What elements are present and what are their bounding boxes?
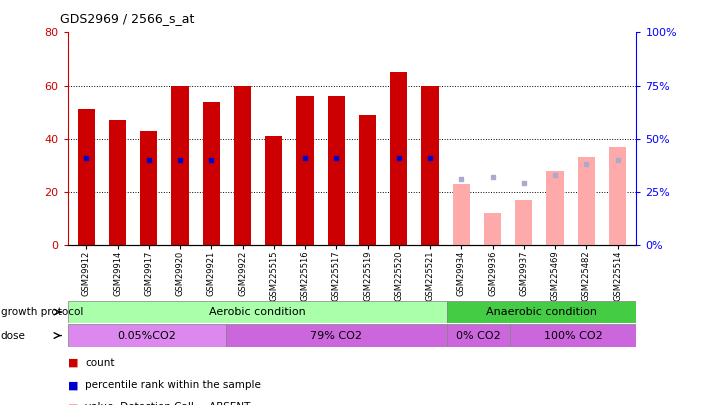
Bar <box>140 131 157 245</box>
Bar <box>484 213 501 245</box>
Bar <box>609 147 626 245</box>
Bar <box>68 324 225 347</box>
Bar <box>547 171 564 245</box>
Bar <box>328 96 345 245</box>
Text: ■: ■ <box>68 403 78 405</box>
Text: GDS2969 / 2566_s_at: GDS2969 / 2566_s_at <box>60 12 195 25</box>
Bar <box>390 72 407 245</box>
Text: value, Detection Call = ABSENT: value, Detection Call = ABSENT <box>85 403 251 405</box>
Bar <box>515 200 533 245</box>
Bar <box>203 102 220 245</box>
Text: 0.05%CO2: 0.05%CO2 <box>117 330 176 341</box>
Text: ■: ■ <box>68 358 78 368</box>
Bar <box>422 85 439 245</box>
Bar <box>578 157 595 245</box>
Bar <box>265 136 282 245</box>
Text: 79% CO2: 79% CO2 <box>310 330 362 341</box>
Bar <box>234 85 251 245</box>
Bar <box>359 115 376 245</box>
Text: 0% CO2: 0% CO2 <box>456 330 501 341</box>
Text: percentile rank within the sample: percentile rank within the sample <box>85 380 261 390</box>
Text: Aerobic condition: Aerobic condition <box>209 307 306 317</box>
Bar <box>171 85 188 245</box>
Bar <box>453 184 470 245</box>
Bar <box>447 324 510 347</box>
Text: 100% CO2: 100% CO2 <box>544 330 602 341</box>
Bar <box>447 301 636 323</box>
Bar <box>109 120 126 245</box>
Text: count: count <box>85 358 114 368</box>
Bar <box>68 301 447 323</box>
Bar <box>296 96 314 245</box>
Text: ■: ■ <box>68 380 78 390</box>
Bar <box>510 324 636 347</box>
Bar <box>225 324 447 347</box>
Text: Anaerobic condition: Anaerobic condition <box>486 307 597 317</box>
Text: dose: dose <box>1 330 26 341</box>
Text: growth protocol: growth protocol <box>1 307 83 317</box>
Bar <box>77 109 95 245</box>
